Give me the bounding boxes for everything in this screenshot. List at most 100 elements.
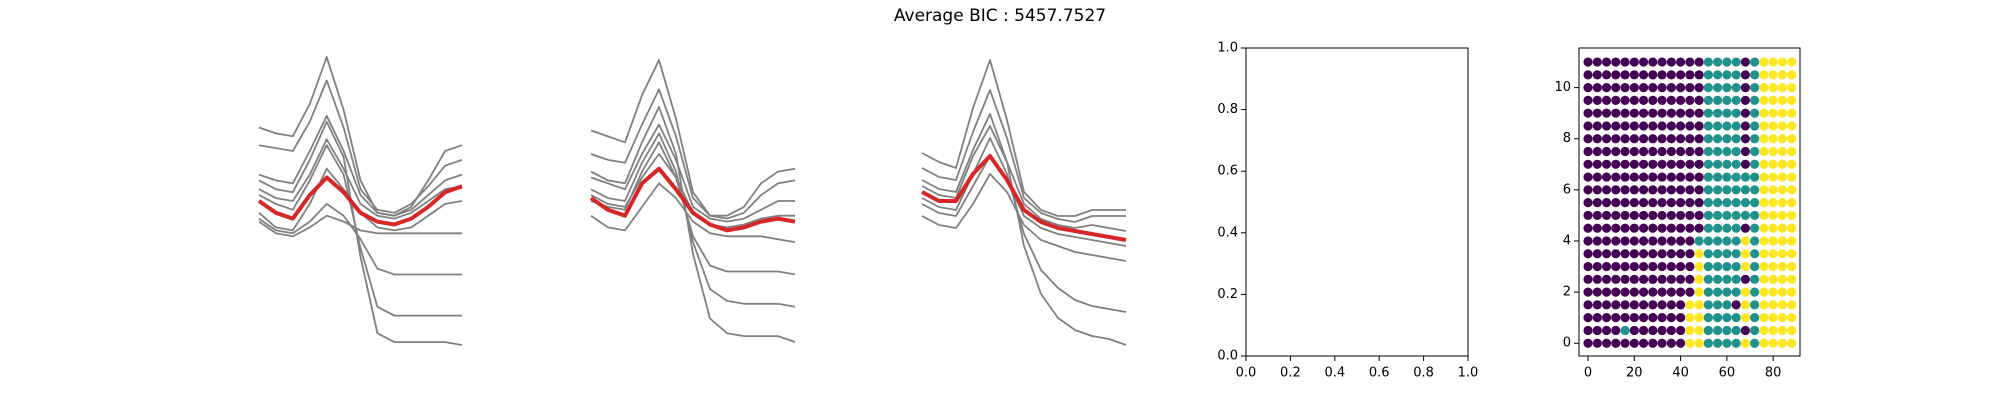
scatter-dot [1648,210,1658,221]
curve-line [258,138,463,220]
scatter-dot [1694,274,1704,284]
scatter-dot [1787,236,1797,246]
scatter-dot [1787,83,1797,93]
scatter-dot [1638,223,1649,233]
y-tick-label: 0.6 [1217,164,1238,179]
scatter-dot [1620,274,1630,284]
scatter-dot [1648,287,1658,297]
scatter-dot [1759,300,1769,310]
scatter-dot [1629,95,1639,105]
scatter-dot [1777,159,1788,169]
scatter-dot [1759,95,1769,105]
scatter-dot [1666,249,1676,259]
scatter-dot [1777,121,1788,131]
x-tick-label: 1.0 [1458,366,1479,381]
scatter-dot [1787,198,1797,208]
scatter-dot [1787,159,1797,169]
scatter-dot [1611,274,1621,284]
scatter-dot [1611,325,1621,336]
scatter-dot [1666,198,1676,208]
scatter-dot [1777,223,1788,233]
scatter-dot [1620,108,1630,118]
scatter-dot [1666,57,1676,67]
curve-line [590,106,796,343]
scatter-dot [1657,108,1667,118]
curve-line [921,113,1127,346]
scatter-dot [1601,338,1612,348]
y-tick-label: 6 [1563,182,1571,197]
scatter-dot [1750,108,1760,118]
scatter-dot [1601,287,1612,297]
scatter-dot [1685,338,1695,348]
mean-line [257,175,463,227]
scatter-dot [1703,57,1713,67]
scatter-dot [1648,108,1658,118]
scatter-dot [1685,185,1695,195]
y-tick-label: 8 [1563,131,1571,146]
scatter-dot [1620,223,1630,233]
scatter-dot [1740,134,1750,144]
scatter-dot [1648,95,1658,105]
scatter-dot [1592,300,1602,310]
scatter-dot [1713,313,1723,323]
scatter-dot [1592,198,1602,208]
scatter-dot [1592,223,1602,233]
scatter-dot [1759,274,1769,284]
scatter-dot [1638,185,1649,195]
scatter-dot [1675,236,1686,246]
scatter-dot [1666,134,1676,144]
scatter-dot [1638,274,1649,284]
scatter-dot [1648,261,1658,272]
scatter-dot [1583,313,1593,323]
scatter-dot [1657,83,1667,93]
scatter-dot [1787,300,1797,310]
scatter-dot [1759,185,1769,195]
scatter-dot [1731,159,1741,169]
scatter-dot [1638,95,1649,105]
scatter-dot [1629,121,1639,131]
scatter-dot [1620,313,1630,323]
scatter-dot [1675,210,1686,221]
scatter-dot [1750,57,1760,67]
scatter-dot [1611,134,1621,144]
scatter-dot [1722,300,1732,310]
scatter-dot [1629,223,1639,233]
scatter-dot [1648,198,1658,208]
scatter-dot [1583,198,1593,208]
scatter-dot [1629,185,1639,195]
scatter-dot [1648,134,1658,144]
scatter-dot [1666,146,1676,157]
curve-line [258,203,462,276]
scatter-dot [1685,210,1695,221]
scatter-dot [1740,70,1750,80]
scatter-dot [1685,261,1695,272]
scatter-dot [1685,236,1695,246]
scatter-dot [1648,121,1658,131]
scatter-dot [1777,70,1788,80]
scatter-dot [1601,134,1612,144]
scatter-dot [1787,95,1797,105]
scatter-dot [1666,287,1676,297]
scatter-dot [1713,57,1723,67]
scatter-dot [1620,121,1630,131]
scatter-dot [1731,249,1741,259]
scatter-dot [1750,274,1760,284]
scatter-dot [1648,70,1658,80]
scatter-dot [1731,70,1741,80]
scatter-dot [1787,172,1797,182]
scatter-dot [1675,198,1686,208]
scatter-dot [1759,236,1769,246]
scatter-dot [1722,261,1732,272]
scatter-dot [1592,57,1602,67]
scatter-dot [1759,249,1769,259]
scatter-dot [1638,70,1649,80]
scatter-dot [1740,236,1750,246]
scatter-dot [1601,70,1612,80]
scatter-dot [1592,325,1602,336]
scatter-dot [1629,172,1639,182]
scatter-dot [1740,146,1750,157]
scatter-dot [1583,108,1593,118]
axes-frame [1245,47,1469,357]
scatter-dot [1768,261,1778,272]
scatter-dot [1592,159,1602,169]
